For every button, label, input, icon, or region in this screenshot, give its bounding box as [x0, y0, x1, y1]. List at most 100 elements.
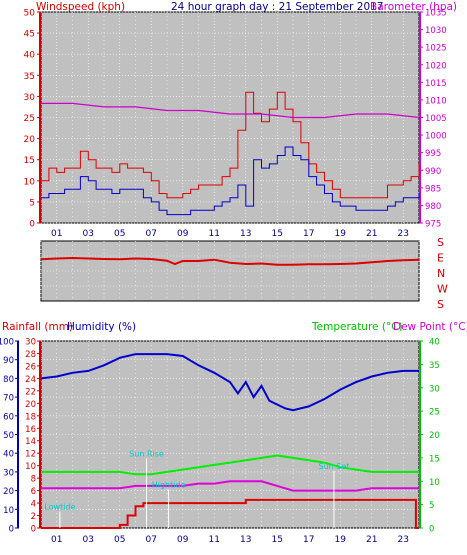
humidity-x-tick-label: 17	[303, 535, 314, 545]
rain-y-tick-label: 2	[31, 512, 36, 522]
temp-y-tick-label: 40	[429, 338, 440, 348]
event-label: Sun Rise	[129, 449, 164, 458]
dewpoint-axis-label: Dew Point (°C)	[393, 321, 467, 333]
rain-y-tick-label: 0	[31, 525, 36, 535]
humidity-x-tick-label: 21	[366, 535, 377, 545]
rain-y-tick-label: 14	[25, 437, 36, 447]
temp-y-tick-label: 15	[429, 454, 440, 464]
wind-x-tick-label: 05	[114, 229, 125, 239]
humidity-y-tick-label: 30	[3, 468, 14, 478]
wind-y-tick-label: 10	[24, 177, 36, 187]
compass-label: W	[437, 283, 448, 296]
baro-y-tick-label: 1015	[425, 79, 447, 89]
wind-panel-axes: 0510152025303540455097598098599099510001…	[24, 9, 447, 240]
rain-y-tick-label: 6	[31, 487, 36, 497]
wind-x-tick-label: 23	[398, 229, 409, 239]
wind-x-tick-label: 17	[303, 229, 314, 239]
humidity-x-tick-label: 09	[177, 535, 189, 545]
temperature-line	[41, 454, 419, 476]
wind-panel-series	[41, 91, 420, 216]
wind-y-tick-label: 35	[24, 72, 35, 82]
humidity-y-tick-label: 100	[0, 338, 14, 348]
rain-y-tick-label: 20	[25, 400, 36, 410]
humidity-x-tick-label: 11	[209, 535, 220, 545]
humidity-x-tick-label: 19	[335, 535, 347, 545]
humidity-y-tick-label: 40	[3, 450, 14, 460]
baro-y-tick-label: 995	[425, 149, 441, 159]
baro-y-tick-label: 1005	[425, 114, 447, 124]
event-label: Hightide	[152, 480, 186, 489]
humidity-x-tick-label: 23	[398, 535, 409, 545]
humidity-axis-label: Humidity (%)	[67, 321, 136, 333]
rain-y-tick-label: 24	[25, 375, 36, 385]
event-label: Lowtide	[44, 502, 75, 511]
rain-y-tick-label: 12	[25, 450, 36, 460]
temp-y-tick-label: 5	[429, 501, 434, 511]
baro-y-tick-label: 1030	[425, 26, 447, 36]
rain-y-tick-label: 10	[25, 462, 36, 472]
temp-y-tick-label: 0	[429, 525, 434, 535]
compass-label: S	[437, 236, 444, 249]
astro-tide-events: Lowtide Sun Rise Hightide Sun Set	[44, 449, 349, 528]
humidity-y-tick-label: 20	[3, 487, 14, 497]
rain-y-tick-label: 4	[31, 500, 36, 510]
direction-panel-series	[40, 256, 420, 266]
wind-y-tick-label: 5	[29, 198, 35, 208]
baro-y-tick-label: 985	[425, 184, 441, 194]
temp-y-tick-label: 25	[429, 408, 440, 418]
rainfall-axis-label: Rainfall (mm)	[2, 321, 73, 333]
wind-y-tick-label: 45	[24, 30, 35, 40]
baro-y-tick-label: 975	[425, 220, 441, 230]
rainfall-line	[41, 498, 419, 529]
humidity-x-tick-label: 13	[240, 535, 251, 545]
baro-y-tick-label: 1020	[425, 61, 447, 71]
humidity-y-tick-label: 10	[3, 506, 14, 516]
humidity-x-tick-label: 05	[114, 535, 125, 545]
wind-y-tick-label: 25	[24, 114, 35, 124]
dewpoint-line	[41, 480, 419, 492]
wind-x-tick-label: 21	[366, 229, 377, 239]
direction-panel-grid	[40, 241, 420, 301]
temp-y-tick-label: 30	[429, 384, 440, 394]
wind-y-tick-label: 0	[29, 220, 35, 230]
baro-y-tick-label: 1000	[425, 132, 447, 142]
event-label: Sun Set	[318, 462, 349, 471]
baro-y-tick-label: 990	[425, 167, 441, 177]
temp-y-tick-label: 10	[429, 478, 440, 488]
humidity-x-tick-label: 07	[146, 535, 157, 545]
compass-label: E	[437, 252, 444, 265]
humidity-y-tick-label: 70	[3, 394, 14, 404]
temp-y-tick-label: 20	[429, 431, 440, 441]
wind-y-tick-label: 15	[24, 156, 35, 166]
temp-y-tick-label: 35	[429, 361, 440, 371]
humidity-line	[40, 353, 419, 412]
compass-label: S	[437, 298, 444, 311]
wind-x-tick-label: 15	[272, 229, 283, 239]
humidity-panel-axes: 0102030405060708090100024681012141618202…	[0, 338, 440, 546]
humidity-x-tick-label: 01	[51, 535, 62, 545]
humidity-x-tick-label: 15	[272, 535, 283, 545]
rain-y-tick-label: 16	[25, 425, 36, 435]
wind-x-tick-label: 09	[177, 229, 189, 239]
baro-y-tick-label: 1010	[425, 96, 447, 106]
rain-y-tick-label: 22	[25, 387, 36, 397]
direction-line	[40, 256, 420, 266]
windspeed-axis-label: Windspeed (kph)	[36, 1, 125, 13]
wind-x-tick-label: 11	[209, 229, 220, 239]
wind-x-tick-label: 01	[51, 229, 62, 239]
humidity-y-tick-label: 60	[3, 412, 14, 422]
wind-panel-grid	[40, 11, 420, 224]
baro-y-tick-label: 1025	[425, 44, 447, 54]
temperature-axis-label: Temperature (°C)	[311, 321, 403, 333]
humidity-y-tick-label: 0	[9, 525, 14, 535]
wind-x-tick-label: 19	[335, 229, 347, 239]
rain-y-tick-label: 28	[25, 350, 36, 360]
wind-y-tick-label: 30	[24, 93, 36, 103]
rain-y-tick-label: 26	[25, 362, 36, 372]
graph-title: 24 hour graph day : 21 September 2017	[171, 1, 383, 13]
barometer-line	[41, 102, 420, 119]
rain-y-tick-label: 18	[25, 412, 36, 422]
